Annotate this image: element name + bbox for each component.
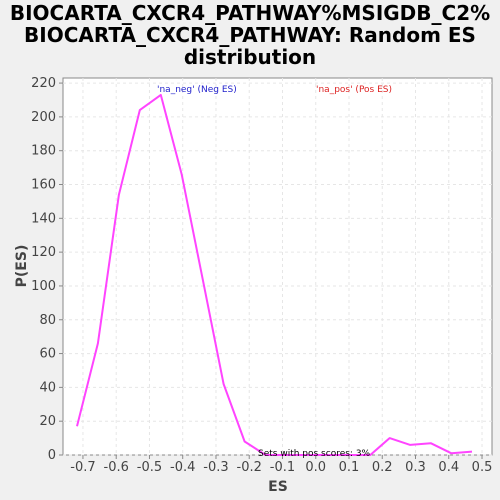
x-tick-label: -0.6 [104,460,129,475]
x-axis-ticks: -0.7 -0.6 -0.5 -0.4 -0.3 -0.2 -0.1 0.0 0.1 0.2 0.3… [70,455,492,475]
y-tick-label: 20 [39,414,56,429]
y-tick-label: 0 [48,448,56,463]
series-layer [76,93,473,456]
x-tick-label: -0.2 [237,460,262,475]
y-tick-label: 220 [31,76,56,91]
chart-title: BIOCARTA_CXCR4_PATHWAY%MSIGDB_C2% BIOCAR… [0,2,500,68]
x-tick-label: 0.4 [438,460,459,475]
y-axis-label: P(ES) [14,245,30,288]
grid-lines [63,78,492,456]
y-tick-label: 120 [31,245,56,260]
x-tick-label: 0.2 [372,460,393,475]
y-tick-label: 60 [39,347,56,362]
x-tick-label: -0.1 [270,460,295,475]
x-tick-label: -0.4 [170,460,195,475]
annotation-neg: 'na_neg' (Neg ES) [157,85,237,95]
y-tick-label: 100 [31,279,56,294]
series-line [76,93,473,456]
x-tick-label: -0.7 [70,460,95,475]
x-tick-label: -0.5 [137,460,162,475]
title-line-2: BIOCARTA_CXCR4_PATHWAY: Random ES [24,23,476,47]
x-tick-label: 0.5 [472,460,493,475]
x-tick-label: 0.3 [405,460,426,475]
x-axis-label: ES [268,479,288,495]
y-tick-label: 180 [31,144,56,159]
y-axis-ticks: 0 20 40 60 80 100 120 140 160 180 200 220 [31,76,63,463]
x-tick-label: 0.1 [339,460,360,475]
y-tick-label: 160 [31,178,56,193]
annotation-pos-scores: Sets with pos scores: 3% [258,449,371,459]
title-line-1: BIOCARTA_CXCR4_PATHWAY%MSIGDB_C2% [9,1,491,25]
y-tick-label: 80 [39,313,56,328]
plot-area [62,77,493,456]
x-tick-label: -0.3 [203,460,228,475]
title-line-3: distribution [183,45,317,69]
y-tick-label: 140 [31,211,56,226]
annotation-pos: 'na_pos' (Pos ES) [316,85,392,95]
x-tick-label: 0.0 [305,460,326,475]
y-tick-label: 40 [39,380,56,395]
y-tick-label: 200 [31,110,56,125]
